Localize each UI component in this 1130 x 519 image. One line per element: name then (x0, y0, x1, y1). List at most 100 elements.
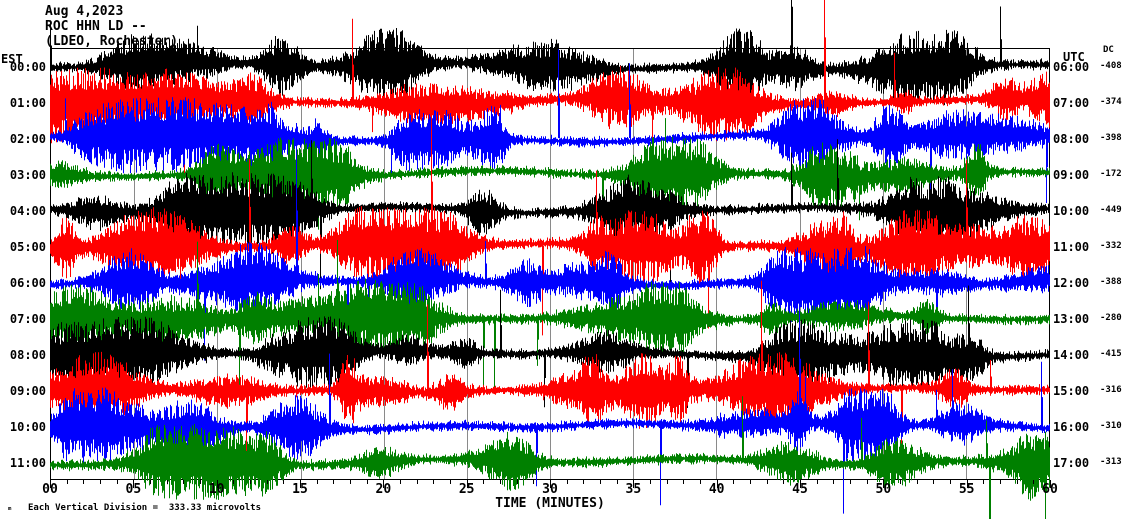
major-tick (883, 480, 885, 488)
dc-value: -313 (1100, 457, 1122, 467)
utc-time-label: 11:00 (1053, 240, 1090, 254)
major-tick (50, 480, 51, 488)
gridline-25min (466, 49, 468, 479)
minor-tick (233, 480, 235, 484)
est-time-label: 00:00 (9, 60, 46, 74)
minor-tick (516, 480, 518, 484)
utc-time-label: 16:00 (1053, 420, 1090, 434)
right-axis-label: UTC (1063, 50, 1085, 64)
utc-time-label: 17:00 (1053, 456, 1090, 470)
minor-tick (266, 480, 268, 484)
minor-tick (200, 480, 201, 484)
trace-row-10-10:00 (50, 276, 1050, 514)
minor-tick (500, 480, 501, 484)
minor-tick (166, 480, 168, 484)
minor-tick (566, 480, 568, 484)
minor-tick (150, 480, 151, 484)
minor-tick (183, 480, 185, 484)
major-tick (383, 480, 385, 488)
title-date: Aug 4,2023 (45, 4, 124, 19)
dc-value: -374 (1100, 97, 1122, 107)
title-station: ROC HHN LD -- (45, 19, 147, 34)
dc-value: -316 (1100, 385, 1122, 395)
minor-tick (733, 480, 735, 484)
utc-time-label: 10:00 (1053, 204, 1090, 218)
minor-tick (766, 480, 768, 484)
dc-value: -280 (1100, 313, 1122, 323)
title-location: (LDEO, Rochester) (45, 34, 179, 49)
est-time-label: 07:00 (9, 312, 46, 326)
minor-tick (350, 480, 351, 484)
major-tick (716, 480, 718, 488)
logo-mark: ₘ (7, 503, 13, 513)
major-tick (966, 480, 968, 488)
dc-value: -310 (1100, 421, 1122, 431)
dc-value: -408 (1100, 61, 1122, 71)
scale-note: Each Vertical Division = 333.33 microvol… (28, 503, 261, 513)
x-tick-label-35: 35 (625, 482, 642, 497)
est-time-label: 10:00 (9, 420, 46, 434)
x-tick-label-40: 40 (708, 482, 725, 497)
minor-tick (583, 480, 585, 484)
x-tick-label-05: 05 (125, 482, 142, 497)
trace-row-6-06:00 (50, 123, 1050, 361)
est-time-label: 02:00 (9, 132, 46, 146)
dc-value: -332 (1100, 241, 1122, 251)
minor-tick (866, 480, 868, 484)
minor-tick (900, 480, 901, 484)
minor-tick (750, 480, 751, 484)
minor-tick (850, 480, 851, 484)
utc-time-label: 06:00 (1053, 60, 1090, 74)
minor-tick (66, 480, 68, 484)
major-tick (466, 480, 468, 488)
dc-value: -398 (1100, 133, 1122, 143)
minor-tick (533, 480, 535, 484)
utc-time-label: 15:00 (1053, 384, 1090, 398)
utc-time-label: 14:00 (1053, 348, 1090, 362)
gridline-15min (300, 49, 302, 479)
minor-tick (1033, 480, 1035, 484)
minor-tick (600, 480, 601, 484)
major-tick (133, 480, 135, 488)
utc-time-label: 07:00 (1053, 96, 1090, 110)
x-tick-label-55: 55 (958, 482, 975, 497)
major-tick (550, 480, 551, 488)
trace-row-8-08:00 (50, 285, 1050, 408)
utc-time-label: 13:00 (1053, 312, 1090, 326)
est-time-label: 08:00 (9, 348, 46, 362)
major-tick (1050, 480, 1051, 488)
trace-row-2-02:00 (50, 49, 1050, 205)
x-tick-label-60: 60 (1042, 482, 1058, 497)
x-tick-label-45: 45 (792, 482, 808, 497)
trace-row-9-09:00 (50, 280, 1050, 472)
utc-time-label: 12:00 (1053, 276, 1090, 290)
x-tick-label-30: 30 (542, 482, 558, 497)
minor-tick (416, 480, 418, 484)
est-time-label: 11:00 (9, 456, 46, 470)
minor-tick (316, 480, 318, 484)
dc-value: -388 (1100, 277, 1122, 287)
est-time-label: 03:00 (9, 168, 46, 182)
minor-tick (1016, 480, 1018, 484)
gridline-30min (550, 49, 551, 479)
dc-value: -172 (1100, 169, 1122, 179)
major-tick (216, 480, 218, 488)
minor-tick (283, 480, 285, 484)
gridline-35min (633, 49, 635, 479)
minor-tick (650, 480, 651, 484)
minor-tick (100, 480, 101, 484)
seismogram-traces (50, 0, 1050, 519)
x-tick-label-25: 25 (458, 482, 475, 497)
minor-tick (333, 480, 335, 484)
est-time-label: 06:00 (9, 276, 46, 290)
minor-tick (366, 480, 368, 484)
trace-row-1-01:00 (50, 0, 1050, 177)
x-tick-label-15: 15 (292, 482, 308, 497)
utc-time-label: 08:00 (1053, 132, 1090, 146)
minor-tick (83, 480, 85, 484)
left-axis-label: EST (1, 52, 23, 66)
major-tick (300, 480, 301, 488)
title-block: Aug 4,2023 ROC HHN LD -- (LDEO, Rochester) (45, 4, 178, 49)
minor-tick (933, 480, 935, 484)
